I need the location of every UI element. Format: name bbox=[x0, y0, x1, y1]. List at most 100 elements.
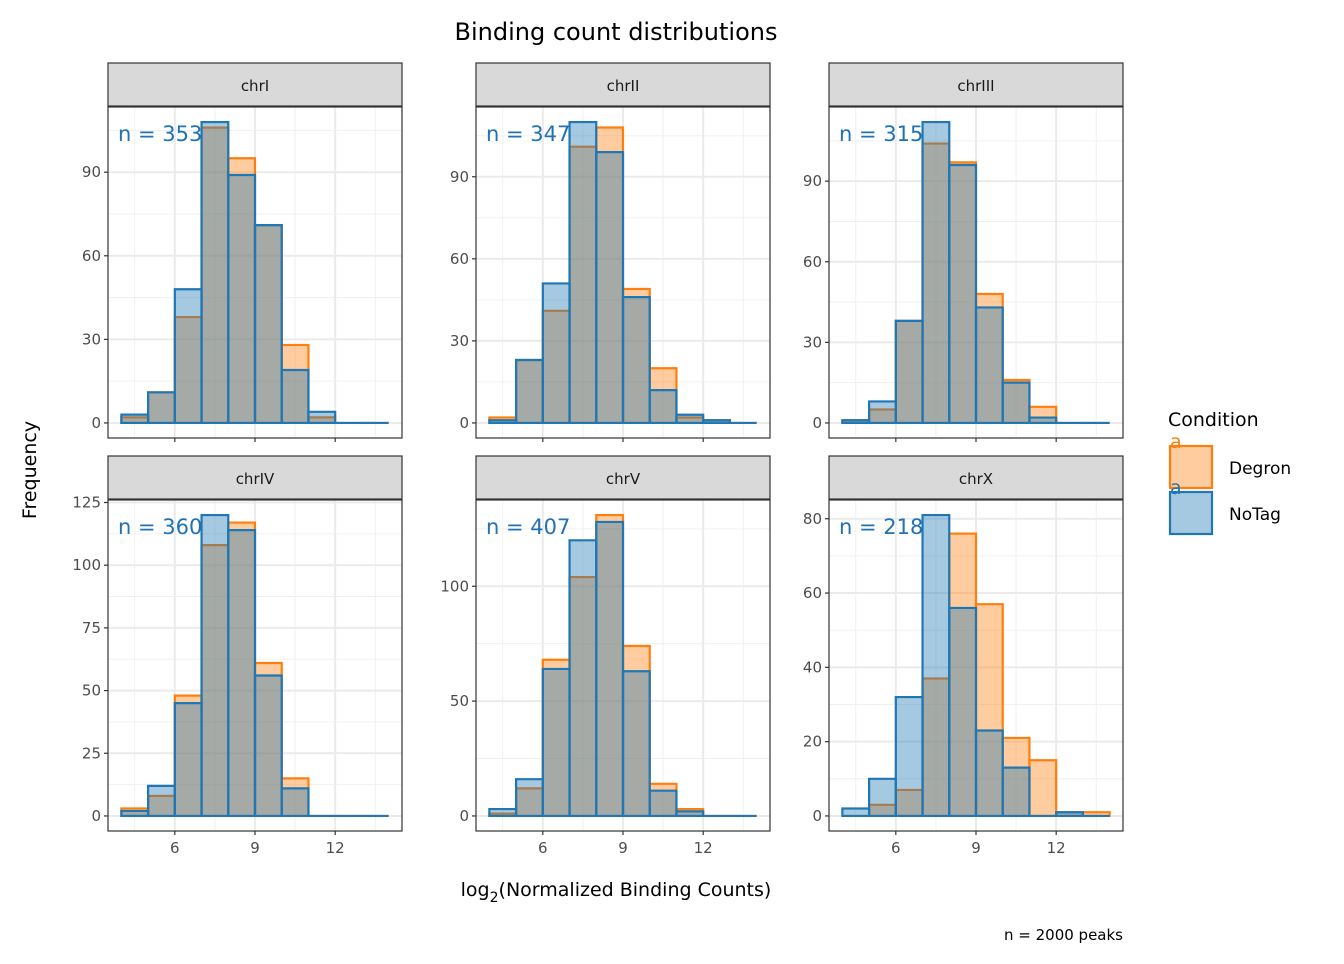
facet-strip-label: chrIII bbox=[957, 77, 994, 95]
y-tick-label: 60 bbox=[803, 253, 822, 271]
histogram-bar-notag bbox=[200, 513, 230, 818]
histogram-bar-notag bbox=[894, 695, 924, 818]
y-tick-label: 50 bbox=[450, 692, 469, 710]
y-tick-label: 75 bbox=[82, 619, 101, 637]
y-tick-label: 50 bbox=[82, 682, 101, 700]
y-tick-label: 100 bbox=[440, 577, 469, 595]
x-tick-label: 12 bbox=[694, 839, 713, 857]
facet-strip-label: chrIV bbox=[236, 470, 275, 488]
histogram-bar-notag bbox=[173, 702, 203, 818]
histogram-bar-notag bbox=[921, 120, 951, 425]
x-tick-label: 6 bbox=[170, 839, 180, 857]
histogram-bar-notag bbox=[948, 163, 978, 425]
y-tick-label: 0 bbox=[91, 414, 101, 432]
count-annotation: n = 360 bbox=[118, 515, 202, 539]
facet-strip bbox=[107, 455, 403, 500]
histogram-bar-notag bbox=[253, 224, 283, 425]
y-tick-label: 60 bbox=[82, 247, 101, 265]
legend-key-glyph: a bbox=[1170, 477, 1182, 499]
x-tick-label: 9 bbox=[250, 839, 260, 857]
histogram-bar-notag bbox=[280, 368, 310, 425]
y-tick-label: 30 bbox=[803, 333, 822, 351]
facet-strip bbox=[828, 455, 1124, 500]
histogram-bar-notag bbox=[1028, 416, 1058, 425]
histogram-bar-notag bbox=[146, 784, 176, 818]
histogram-bar-notag bbox=[648, 789, 678, 818]
legend-key-notag bbox=[1168, 490, 1214, 536]
y-tick-label: 0 bbox=[91, 807, 101, 825]
facet-strip bbox=[475, 455, 771, 500]
histogram-bar-notag bbox=[541, 282, 571, 425]
histogram-bar-notag bbox=[514, 358, 544, 425]
legend-key-degron bbox=[1168, 444, 1214, 490]
x-axis-title: log2(Normalized Binding Counts) bbox=[461, 879, 772, 906]
x-tick-label: 12 bbox=[326, 839, 345, 857]
y-tick-label: 60 bbox=[803, 584, 822, 602]
caption: n = 2000 peaks bbox=[1004, 926, 1123, 944]
histogram-bar-notag bbox=[514, 778, 544, 818]
histogram-bar-notag bbox=[488, 419, 518, 425]
facet-strip-label: chrII bbox=[607, 77, 640, 95]
facet-panel-chrII: chrII n = 347 0 30 60 90 bbox=[450, 62, 771, 442]
facet-strip bbox=[475, 62, 771, 107]
y-tick-label: 30 bbox=[450, 332, 469, 350]
x-axis-title-prefix: log bbox=[461, 879, 490, 901]
y-tick-label: 60 bbox=[450, 250, 469, 268]
facet-strip-label: chrX bbox=[959, 470, 993, 488]
y-tick-label: 40 bbox=[803, 658, 822, 676]
histogram-bar-notag bbox=[120, 413, 150, 425]
y-tick-label: 0 bbox=[459, 807, 469, 825]
x-tick-label: 12 bbox=[1047, 839, 1066, 857]
histogram-bar-notag bbox=[621, 670, 651, 818]
histogram-bar-notag bbox=[648, 389, 678, 425]
histogram-bar-notag bbox=[227, 173, 257, 425]
y-tick-label: 30 bbox=[82, 330, 101, 348]
facet-strip bbox=[107, 62, 403, 107]
y-tick-label: 125 bbox=[72, 494, 101, 512]
histogram-bar-notag bbox=[841, 807, 871, 818]
facet-strip-label: chrV bbox=[606, 470, 641, 488]
histogram-bar-notag bbox=[621, 296, 651, 425]
histogram-bar-notag bbox=[1001, 381, 1031, 425]
facet-panel-chrI: chrI n = 353 0 30 60 90 bbox=[82, 62, 403, 442]
facet-strip bbox=[828, 62, 1124, 107]
histogram-bar-notag bbox=[974, 729, 1004, 818]
histogram-bar-notag bbox=[568, 539, 598, 818]
histogram-bar-notag bbox=[867, 777, 897, 818]
y-tick-label: 25 bbox=[82, 744, 101, 762]
chart-title: Binding count distributions bbox=[455, 18, 778, 46]
legend: Condition a Degron a NoTag bbox=[1168, 409, 1291, 536]
histogram-bar-notag bbox=[595, 151, 625, 425]
facet-panel-chrIII: chrIII n = 315 0 30 60 90 bbox=[803, 62, 1124, 442]
histogram-bar-notag bbox=[675, 810, 705, 818]
legend-label-degron: Degron bbox=[1229, 459, 1291, 479]
histogram-bar-notag bbox=[921, 513, 951, 818]
histogram-bar-notag bbox=[568, 120, 598, 425]
count-annotation: n = 347 bbox=[486, 122, 570, 146]
y-tick-label: 0 bbox=[812, 807, 822, 825]
histogram-bar-notag bbox=[675, 413, 705, 425]
histogram-bar-notag bbox=[1055, 811, 1085, 818]
histogram-bar-notag bbox=[120, 809, 150, 818]
histogram-bar-notag bbox=[595, 520, 625, 818]
histogram-bar-notag bbox=[173, 288, 203, 425]
histogram-bar-notag bbox=[894, 319, 924, 425]
facet-panel-chrIV: chrIV n = 360 0 25 50 75 100 125 6 9 12 bbox=[72, 455, 403, 857]
histogram-bar-notag bbox=[280, 787, 310, 818]
histogram-bar-notag bbox=[841, 419, 871, 425]
y-tick-label: 0 bbox=[459, 414, 469, 432]
histogram-bar-notag bbox=[1001, 766, 1031, 818]
count-annotation: n = 353 bbox=[118, 122, 202, 146]
y-tick-label: 80 bbox=[803, 510, 822, 528]
histogram-bar-notag bbox=[253, 674, 283, 818]
x-axis-title-suffix: (Normalized Binding Counts) bbox=[499, 879, 772, 901]
y-tick-label: 90 bbox=[82, 163, 101, 181]
y-tick-label: 20 bbox=[803, 733, 822, 751]
y-tick-label: 100 bbox=[72, 556, 101, 574]
x-tick-label: 9 bbox=[618, 839, 628, 857]
histogram-bar-notag bbox=[227, 528, 257, 818]
facet-panel-chrV: chrV n = 407 0 50 100 6 9 12 bbox=[440, 455, 771, 857]
x-tick-label: 6 bbox=[538, 839, 548, 857]
histogram-bar-notag bbox=[702, 419, 732, 425]
count-annotation: n = 218 bbox=[839, 515, 923, 539]
